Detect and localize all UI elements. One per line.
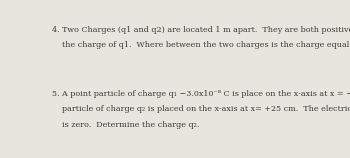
Text: the charge of q1.  Where between the two charges is the charge equal from each p: the charge of q1. Where between the two …: [52, 41, 350, 49]
Text: particle of charge q₂ is placed on the x-axis at x= +25 cm.  The electric field : particle of charge q₂ is placed on the x…: [52, 105, 350, 113]
Text: 5. A point particle of charge q₁ −3.0x10⁻⁸ C is place on the x-axis at x = −10 c: 5. A point particle of charge q₁ −3.0x10…: [52, 90, 350, 97]
Text: is zero.  Determine the charge q₂.: is zero. Determine the charge q₂.: [52, 121, 199, 129]
Text: 4. Two Charges (q1 and q2) are located 1 m apart.  They are both positive, but q: 4. Two Charges (q1 and q2) are located 1…: [52, 26, 350, 34]
